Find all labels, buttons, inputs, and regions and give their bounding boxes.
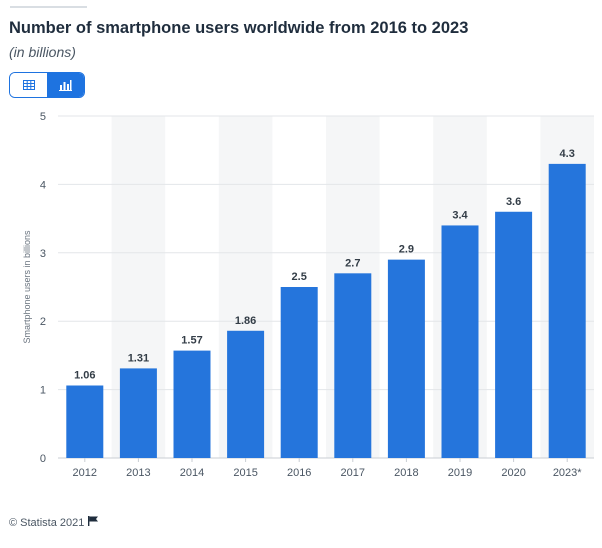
- view-toggle: [9, 72, 85, 98]
- data-label: 2.7: [345, 257, 360, 269]
- chart-subtitle: (in billions): [9, 44, 76, 60]
- x-tick-label: 2017: [341, 467, 365, 479]
- chart-view-button[interactable]: [47, 73, 84, 97]
- x-tick-label: 2015: [233, 467, 257, 479]
- bar[interactable]: [173, 350, 211, 458]
- footer: © Statista 2021: [9, 516, 99, 529]
- bar-series: [66, 163, 586, 458]
- data-label: 1.57: [181, 335, 202, 347]
- bar[interactable]: [441, 225, 479, 458]
- data-label: 3.6: [506, 196, 521, 208]
- bar[interactable]: [387, 259, 425, 458]
- chart-title: Number of smartphone users worldwide fro…: [9, 19, 469, 37]
- x-tick-label: 2014: [180, 467, 204, 479]
- x-tick-label: 2023*: [553, 467, 582, 479]
- bar[interactable]: [227, 330, 265, 458]
- data-label: 4.3: [560, 148, 575, 160]
- bar[interactable]: [334, 273, 372, 458]
- data-label: 3.4: [452, 209, 468, 221]
- x-tick-label: 2018: [394, 467, 418, 479]
- bar[interactable]: [119, 368, 157, 458]
- x-axis: 2012 2013 2014 2015 2016 2017 2018 2019 2020 2023…: [73, 458, 582, 479]
- table-view-button[interactable]: [10, 73, 47, 97]
- copyright-text: © Statista 2021: [9, 516, 85, 529]
- table-icon: [22, 80, 35, 90]
- y-tick-label: 5: [40, 111, 46, 123]
- bar[interactable]: [495, 211, 533, 458]
- y-tick-label: 3: [40, 248, 46, 260]
- y-tick-label: 1: [40, 385, 46, 397]
- bar-chart-icon: [59, 79, 72, 91]
- header-divider: [10, 6, 87, 8]
- data-label: 2.5: [292, 271, 307, 283]
- x-tick-label: 2013: [126, 467, 150, 479]
- bar[interactable]: [548, 163, 586, 458]
- data-label: 1.86: [235, 315, 256, 327]
- y-axis: 0 1 2 3 4 5: [40, 111, 46, 465]
- y-axis-label: Smartphone users in billions: [22, 230, 32, 344]
- y-tick-label: 2: [40, 316, 46, 328]
- data-label: 2.9: [399, 244, 414, 256]
- data-label: 1.31: [128, 352, 149, 364]
- data-label: 1.06: [74, 369, 95, 381]
- y-tick-label: 4: [40, 179, 46, 191]
- x-tick-label: 2019: [448, 467, 472, 479]
- x-tick-label: 2020: [501, 467, 525, 479]
- x-tick-label: 2012: [73, 467, 97, 479]
- bar[interactable]: [66, 385, 104, 458]
- y-tick-label: 0: [40, 453, 46, 465]
- x-tick-label: 2016: [287, 467, 311, 479]
- flag-icon[interactable]: [88, 516, 99, 529]
- bar[interactable]: [280, 287, 318, 458]
- data-labels: 1.06 1.31 1.57 1.86 2.5 2.7 2.9 3.4 3.6 4.3: [74, 148, 575, 382]
